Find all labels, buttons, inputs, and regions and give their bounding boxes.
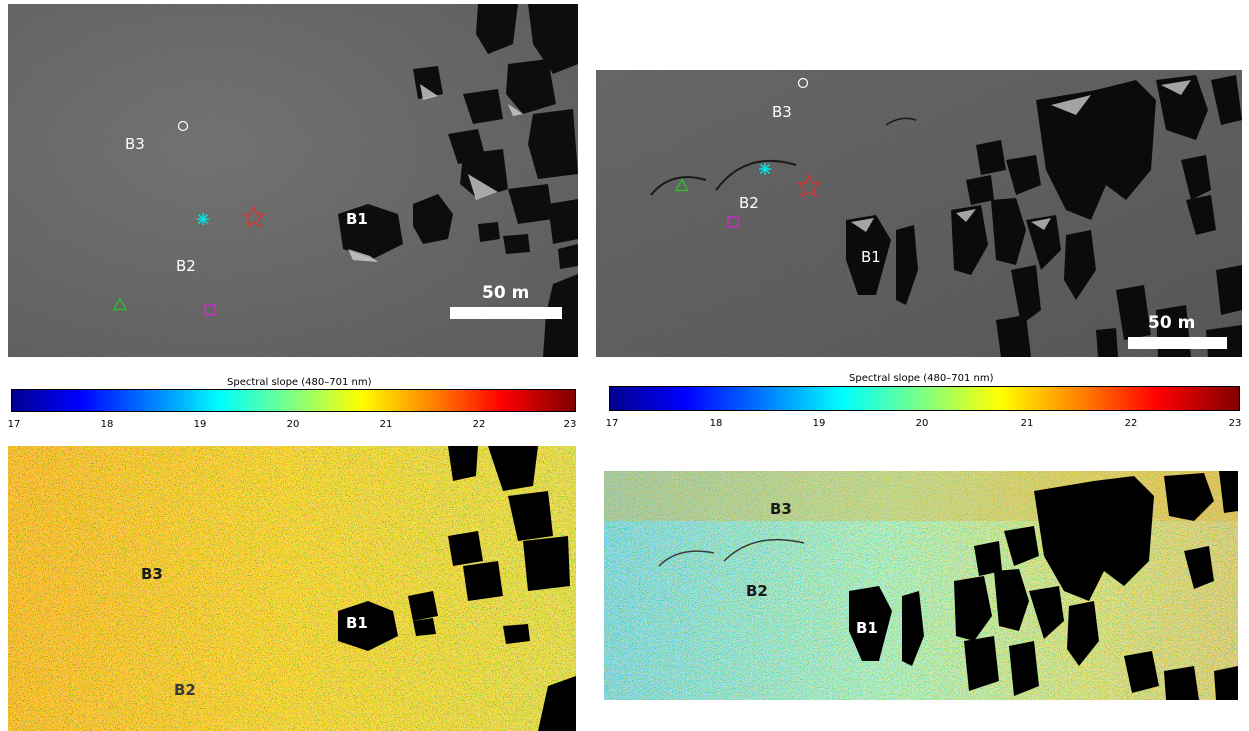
left-grayscale-image: B1 B2 B3 50 m: [8, 4, 578, 357]
square-marker-icon: [727, 216, 739, 228]
star-marker-icon: [242, 205, 266, 228]
colorbar-tick: 18: [709, 418, 723, 429]
colorbar-tick: 17: [7, 419, 21, 430]
square-marker-icon: [204, 304, 216, 316]
colorbar-tick: 20: [915, 418, 929, 429]
colorbar-tick: 21: [1020, 418, 1034, 429]
right-grayscale-terrain: [596, 70, 1242, 357]
colorbar-title-right: Spectral slope (480–701 nm): [849, 373, 994, 384]
colorbar-title-left: Spectral slope (480–701 nm): [227, 377, 372, 388]
scale-bar-label: 50 m: [482, 283, 530, 303]
map-label-b1: B1: [346, 614, 368, 632]
circle-marker-icon: [797, 77, 809, 89]
left-spectral-map-image: [8, 446, 576, 731]
scale-bar: [1128, 337, 1227, 349]
label-b3: B3: [772, 103, 792, 121]
triangle-marker-icon: [675, 178, 689, 192]
colorbar-tick: 17: [605, 418, 619, 429]
label-b2: B2: [176, 257, 196, 275]
colorbar-tick: 23: [563, 419, 577, 430]
right-spectral-map: B1 B2 B3: [604, 471, 1238, 700]
colorbar-tick: 22: [1124, 418, 1138, 429]
star-marker-icon: [796, 173, 822, 198]
map-label-b3: B3: [141, 565, 163, 583]
label-b2: B2: [739, 194, 759, 212]
label-b3: B3: [125, 135, 145, 153]
map-label-b2: B2: [746, 582, 768, 600]
colorbar-tick: 20: [286, 419, 300, 430]
colorbar-tick: 23: [1228, 418, 1242, 429]
label-b1: B1: [346, 210, 368, 228]
colorbar-right: [609, 386, 1240, 411]
triangle-marker-icon: [113, 297, 127, 311]
colorbar-tick: 19: [812, 418, 826, 429]
colorbar-tick: 22: [472, 419, 486, 430]
map-label-b1: B1: [856, 619, 878, 637]
circle-marker-icon: [177, 120, 189, 132]
colorbar-tick: 19: [193, 419, 207, 430]
scale-bar: [450, 307, 562, 319]
map-label-b2: B2: [174, 681, 196, 699]
colorbar-tick: 18: [100, 419, 114, 430]
scale-bar-label: 50 m: [1148, 313, 1196, 333]
left-grayscale-terrain: [8, 4, 578, 357]
colorbar-tick: 21: [379, 419, 393, 430]
colorbar-left: [11, 389, 576, 412]
left-spectral-map: B1 B2 B3: [8, 446, 576, 731]
label-b1: B1: [861, 248, 881, 266]
asterisk-marker-icon: [759, 163, 771, 175]
map-label-b3: B3: [770, 500, 792, 518]
asterisk-marker-icon: [197, 213, 209, 225]
right-grayscale-image: B1 B2 B3 50 m: [596, 70, 1242, 357]
right-spectral-map-image: [604, 471, 1238, 700]
